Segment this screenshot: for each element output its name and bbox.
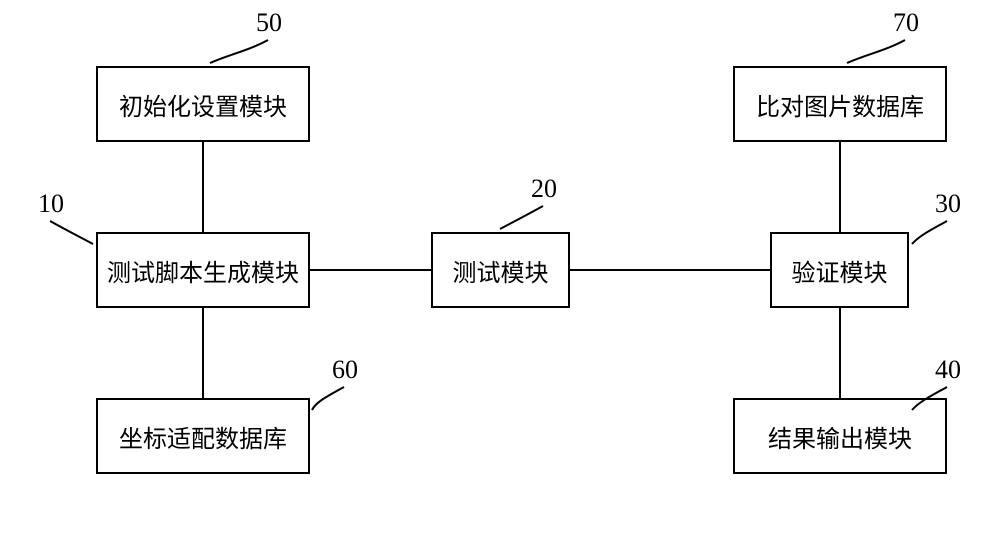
diagram-canvas: 初始化设置模块比对图片数据库测试脚本生成模块测试模块验证模块坐标适配数据库结果输…	[0, 0, 1000, 537]
callout-curve-40	[0, 0, 1000, 537]
